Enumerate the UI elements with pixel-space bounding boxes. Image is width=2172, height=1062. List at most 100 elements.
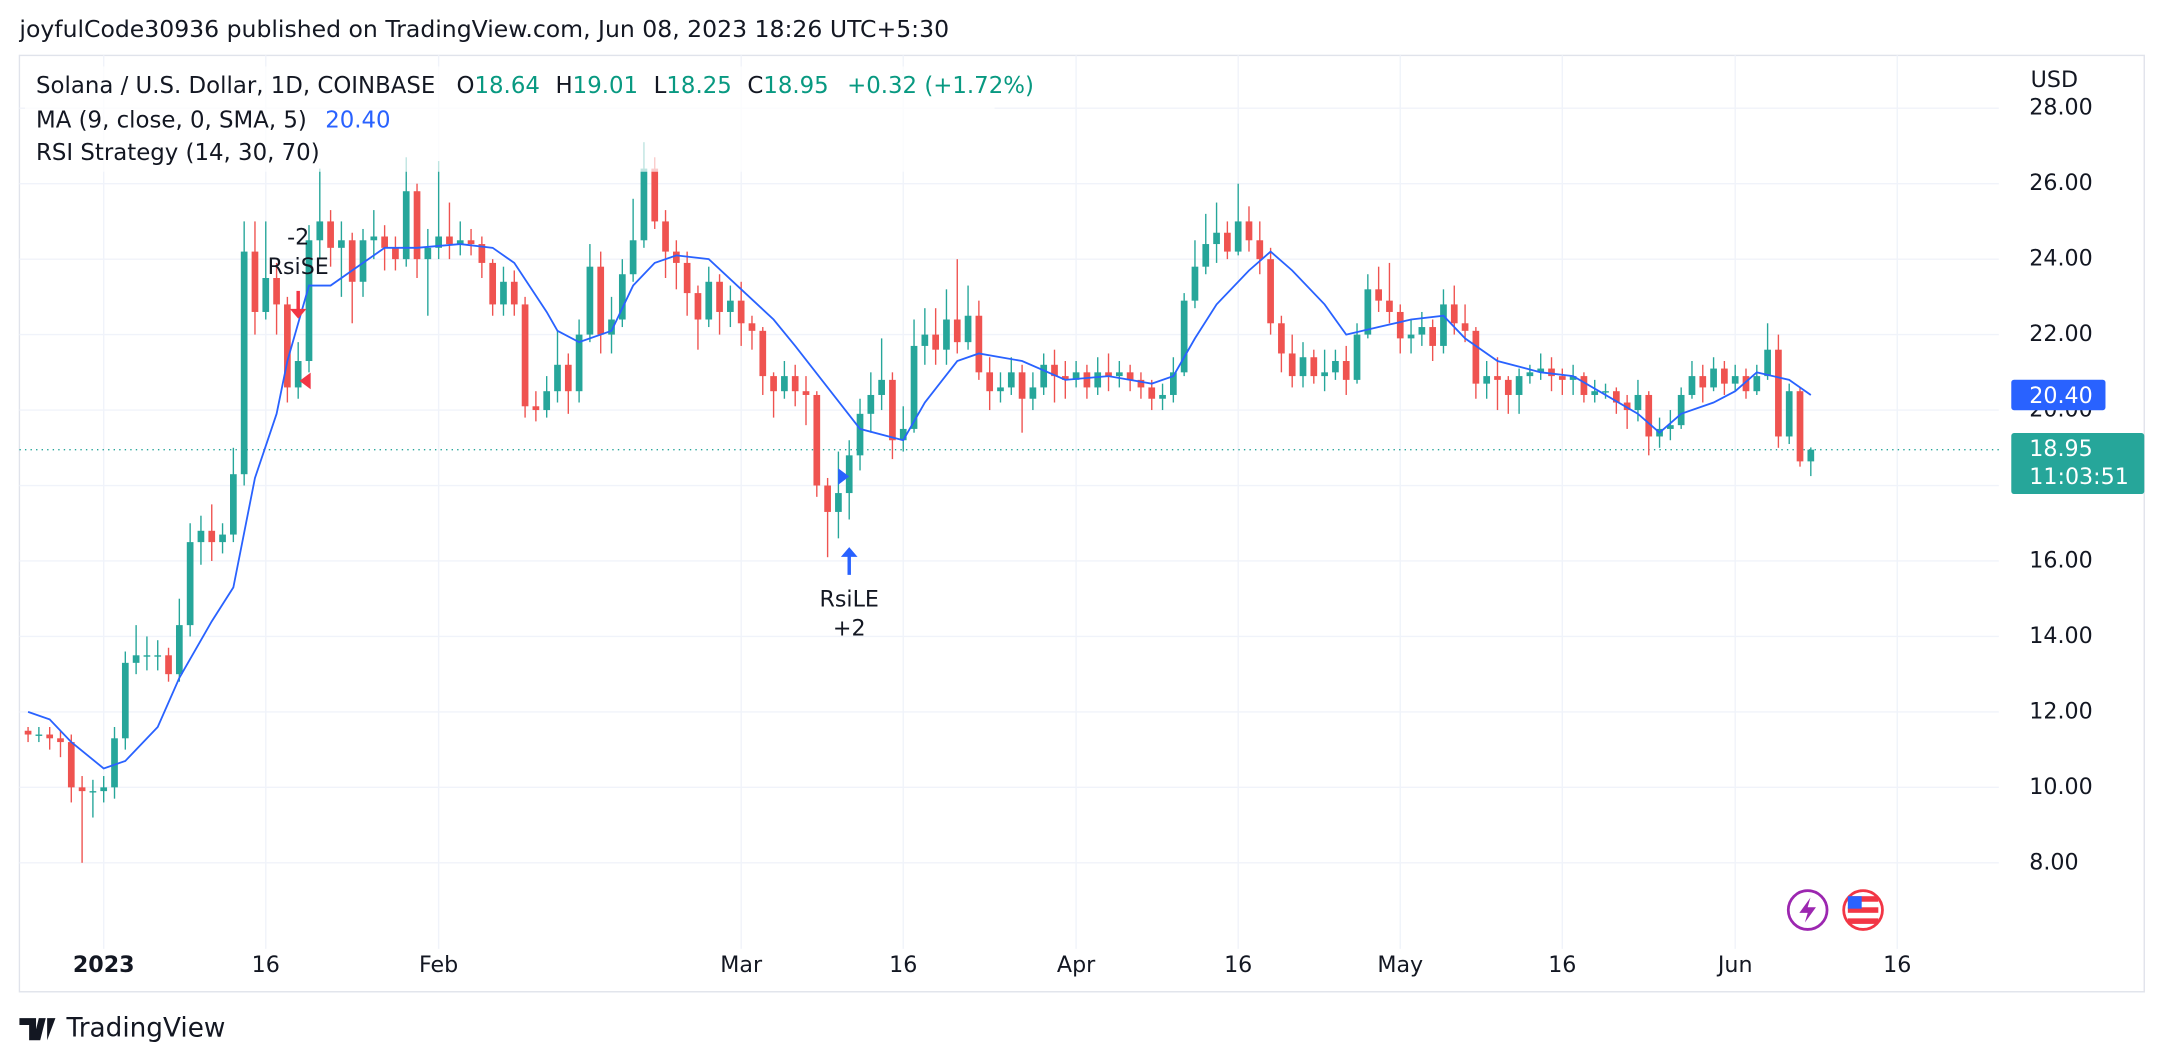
candle-body — [456, 240, 464, 245]
chart-frame — [18, 54, 2145, 993]
candle-body — [781, 376, 788, 392]
ma-name: MA (9, close, 0, SMA, 5) — [36, 107, 307, 133]
candle-body — [554, 364, 561, 392]
x-tick-label: May — [1377, 952, 1423, 978]
candle-body — [1234, 221, 1242, 252]
axis-unit: USD — [2031, 67, 2078, 93]
y-tick-label: 28.00 — [2029, 95, 2092, 121]
ohlc-key: C — [747, 72, 763, 98]
candle-body — [1115, 372, 1123, 377]
legend-backdrop — [24, 66, 995, 172]
ohlc-value: 18.64 — [474, 72, 539, 98]
x-tick-label: 16 — [1224, 952, 1252, 978]
candle-body — [273, 278, 280, 305]
candle-body — [305, 240, 313, 362]
candle-body — [1061, 376, 1069, 380]
candle-body — [878, 379, 885, 395]
legend-main: Solana / U.S. Dollar, 1D, COINBASE O18.6… — [36, 72, 1034, 98]
candle-body — [1213, 232, 1220, 245]
candle-body — [327, 221, 334, 248]
candle-body — [694, 293, 702, 320]
candle-body — [640, 168, 648, 241]
candle-body — [1807, 449, 1815, 462]
legend-ma[interactable]: MA (9, close, 0, SMA, 5) 20.40 — [36, 107, 391, 133]
candle-body — [1018, 372, 1026, 399]
candle-body — [1386, 300, 1393, 312]
candle-body — [381, 236, 388, 248]
candle-body — [251, 251, 259, 312]
candle-body — [100, 787, 108, 792]
candle-body — [737, 300, 745, 324]
candle-body — [1742, 376, 1750, 392]
candle-body — [1353, 334, 1361, 380]
y-tick-label: 16.00 — [2029, 547, 2092, 573]
candle-body — [759, 330, 767, 377]
plot-area: 8.0010.0012.0014.0016.0018.0020.0022.002… — [19, 55, 2093, 978]
candle-body — [1007, 372, 1015, 388]
x-tick-label: 2023 — [73, 952, 135, 978]
candle-body — [705, 281, 713, 320]
candle-body — [1245, 221, 1253, 241]
candle-body — [1299, 357, 1307, 377]
ma-price-label: 20.40 — [2029, 383, 2092, 409]
candle-body — [478, 244, 486, 263]
candle-body — [1667, 425, 1674, 429]
candle-body — [856, 413, 864, 456]
signal-arrow-head — [840, 547, 858, 557]
candle-body — [997, 387, 1004, 392]
candle-body — [1450, 304, 1458, 324]
x-tick-label: 16 — [889, 952, 917, 978]
candle-body — [1580, 376, 1588, 395]
candle-body — [1623, 402, 1631, 411]
ma-value: 20.40 — [325, 107, 390, 133]
candle-body — [1429, 327, 1437, 346]
candle-body — [111, 738, 118, 788]
brand-logo — [19, 1018, 56, 1041]
candle-body — [1775, 349, 1782, 437]
ohlc-key: O — [457, 72, 475, 98]
candle-body — [67, 742, 75, 788]
candle-body — [824, 485, 831, 512]
candle-body — [943, 319, 950, 350]
candle-body — [662, 221, 669, 252]
candle-body — [1083, 372, 1091, 388]
candle-body — [262, 278, 270, 312]
candle-body — [899, 428, 907, 441]
candle-body — [889, 379, 896, 441]
candle-body — [1072, 372, 1080, 380]
candle-body — [683, 262, 691, 294]
candle-body — [1342, 361, 1350, 380]
y-tick-label: 22.00 — [2029, 321, 2092, 347]
candle-body — [1461, 323, 1469, 331]
signal-label: RsiSE — [268, 254, 329, 280]
candle-body — [651, 168, 659, 222]
candle-body — [1278, 323, 1285, 354]
candle-body — [392, 247, 399, 260]
candle-body — [175, 625, 183, 675]
legend-strategy[interactable]: RSI Strategy (14, 30, 70) — [36, 140, 320, 166]
candle-body — [132, 655, 140, 663]
candle-body — [413, 191, 421, 260]
candle-body — [35, 734, 43, 736]
x-tick-label: 16 — [1548, 952, 1576, 978]
candle-body — [424, 247, 432, 260]
candle-body — [1180, 300, 1188, 373]
y-tick-label: 24.00 — [2029, 246, 2092, 272]
candle-body — [402, 191, 410, 260]
last-price-box — [2011, 433, 2145, 495]
candle-body — [1267, 259, 1274, 324]
candle-body — [1548, 368, 1555, 377]
candle-body — [867, 394, 875, 414]
candle-body — [1483, 376, 1491, 384]
candle-body — [338, 240, 345, 248]
brand-name: TradingView — [66, 1014, 226, 1044]
x-tick-label: 16 — [1883, 952, 1911, 978]
candle-body — [284, 304, 291, 388]
y-tick-label: 10.00 — [2029, 774, 2092, 800]
candle-body — [294, 361, 302, 388]
candle-body — [1126, 372, 1134, 380]
candle-body — [1602, 391, 1609, 393]
candle-body — [791, 376, 799, 392]
candle-body — [24, 730, 32, 735]
